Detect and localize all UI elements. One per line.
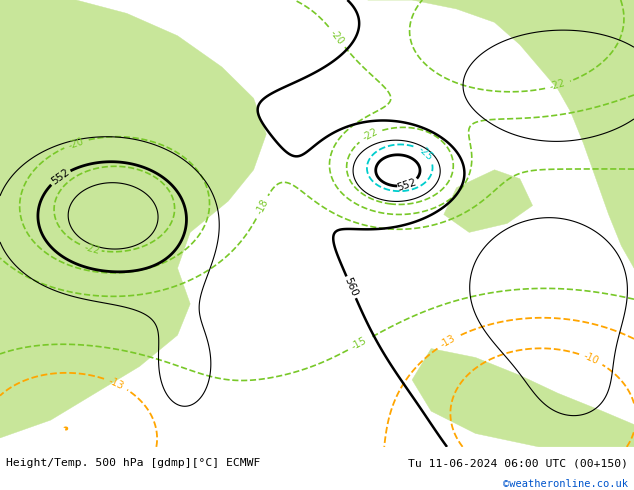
- Text: -10: -10: [582, 351, 600, 367]
- Text: ©weatheronline.co.uk: ©weatheronline.co.uk: [503, 479, 628, 489]
- Text: -13: -13: [107, 376, 126, 392]
- Polygon shape: [0, 304, 63, 348]
- Text: -25: -25: [417, 144, 435, 163]
- Text: -18: -18: [254, 198, 270, 217]
- Polygon shape: [412, 348, 634, 447]
- Text: Height/Temp. 500 hPa [gdmp][°C] ECMWF: Height/Temp. 500 hPa [gdmp][°C] ECMWF: [6, 458, 261, 468]
- Text: -20: -20: [328, 27, 346, 47]
- Text: -13: -13: [439, 333, 458, 350]
- Text: 560: 560: [342, 276, 359, 298]
- Text: Tu 11-06-2024 06:00 UTC (00+150): Tu 11-06-2024 06:00 UTC (00+150): [408, 458, 628, 468]
- Polygon shape: [444, 170, 533, 232]
- Text: 552: 552: [49, 167, 71, 187]
- Text: -22: -22: [548, 78, 567, 92]
- Polygon shape: [0, 358, 76, 411]
- Polygon shape: [0, 0, 266, 438]
- Text: -22: -22: [361, 127, 380, 143]
- Text: -15: -15: [350, 336, 368, 352]
- Text: -22: -22: [83, 242, 101, 256]
- Polygon shape: [368, 0, 634, 268]
- Text: 552: 552: [396, 177, 418, 193]
- Text: -20: -20: [67, 136, 86, 150]
